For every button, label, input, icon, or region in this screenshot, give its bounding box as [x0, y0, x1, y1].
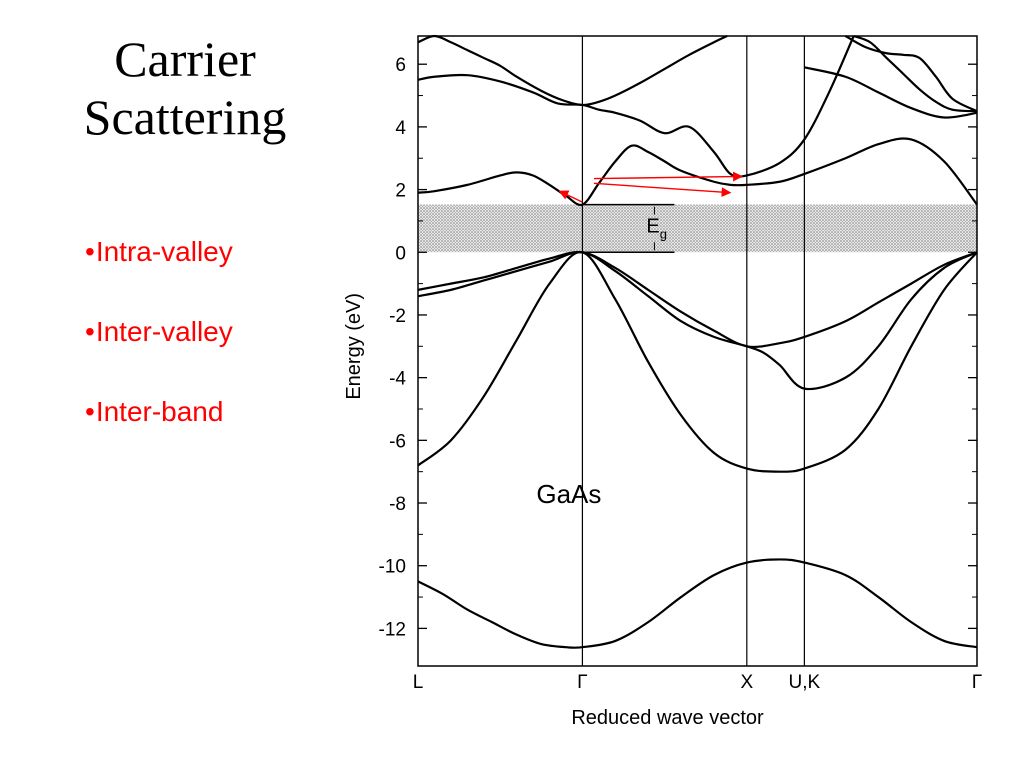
scattering-arrows [558, 171, 743, 203]
bullet-text: Intra-valley [95, 236, 233, 267]
band-curve [417, 251, 978, 473]
band-curve [417, 250, 978, 349]
y-tick-label: -10 [379, 557, 406, 578]
chart-axes: -12 -10 -8 -6 -4 -2 0 2 4 6 L Γ X U,K Γ [379, 35, 982, 693]
scattering-arrow [558, 190, 583, 203]
y-tick-label: -12 [379, 619, 406, 640]
slide-title: Carrier Scattering [40, 30, 330, 146]
y-tick-label: -4 [389, 369, 406, 390]
band-curve [417, 137, 978, 207]
bullet-item: •Inter-band [85, 396, 233, 428]
k-point-label: L [413, 672, 424, 693]
bullet-item: •Inter-valley [85, 316, 233, 348]
scattering-arrow [593, 182, 732, 197]
y-axis-label: Energy (eV) [343, 293, 365, 400]
band-curve [417, 558, 978, 649]
gap-label-sub: g [660, 226, 667, 241]
bullet-item: •Intra-valley [85, 236, 233, 268]
x-axis-label: Reduced wave vector [571, 707, 764, 729]
y-tick-label: 4 [395, 118, 406, 139]
scattering-arrow [593, 171, 743, 182]
plot-frame [417, 35, 978, 667]
k-point-label: Γ [577, 672, 587, 693]
band-curve [804, 66, 978, 119]
slide-title-line1: Carrier [114, 31, 256, 87]
band-curve [844, 35, 978, 113]
bullet-marker: • [85, 396, 95, 427]
gap-label-main: E [646, 215, 659, 237]
y-tick-label: 6 [395, 55, 406, 76]
k-point-label: X [740, 672, 753, 693]
bullet-marker: • [85, 316, 95, 347]
band-curves [417, 34, 978, 649]
band-curve [417, 35, 855, 178]
k-point-label: U,K [789, 672, 821, 693]
bullet-text: Inter-valley [95, 316, 233, 347]
band-gap-region [418, 203, 977, 254]
gap-label: Eg [646, 215, 667, 241]
bullet-list: •Intra-valley •Inter-valley •Inter-band [85, 236, 233, 476]
slide-title-line2: Scattering [83, 89, 287, 145]
band-curve [417, 34, 728, 107]
k-point-label: Γ [972, 672, 982, 693]
y-tick-label: 2 [395, 181, 406, 202]
y-tick-label: -2 [389, 306, 406, 327]
band-curve [417, 250, 978, 391]
gap-shading [418, 204, 977, 253]
material-label: GaAs [536, 479, 601, 509]
bullet-marker: • [85, 236, 95, 267]
y-tick-label: -8 [389, 494, 406, 515]
y-tick-label: -6 [389, 431, 406, 452]
band-curve [853, 34, 978, 113]
bullet-text: Inter-band [95, 396, 224, 427]
y-tick-label: 0 [395, 243, 406, 264]
